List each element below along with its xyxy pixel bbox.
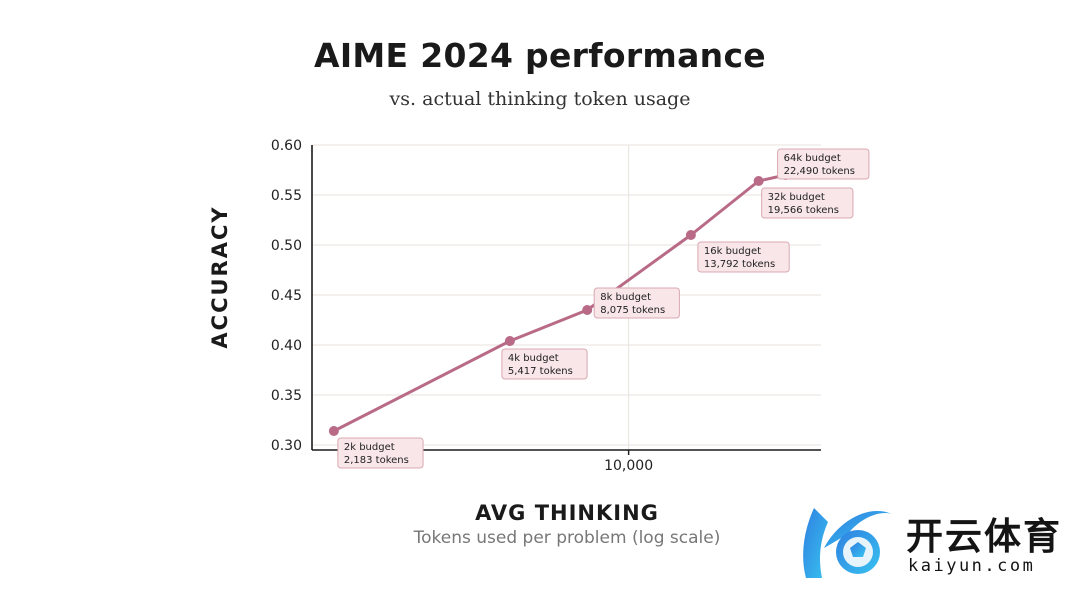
watermark-brand-en: kaiyun.com (908, 556, 1036, 576)
x-axis-title: AVG THINKING (475, 501, 659, 525)
data-label: 16k budget 13,792 tokens (697, 241, 790, 273)
data-label-line2: 19,566 tokens (768, 205, 839, 216)
tick-labels: 0.30 0.35 0.40 0.45 0.50 0.55 0.60 10,000 (271, 138, 653, 474)
data-label-line1: 16k budget (704, 246, 761, 257)
series-line-group (332, 173, 788, 433)
series-line (332, 173, 788, 433)
data-label-line2: 22,490 tokens (784, 166, 855, 177)
data-label-line1: 8k budget (600, 292, 651, 303)
data-label-line2: 2,183 tokens (344, 455, 409, 466)
y-axis-title: ACCURACY (208, 205, 232, 349)
watermark: 开云体育 kaiyun.com (794, 500, 1064, 584)
data-point (753, 176, 764, 186)
data-label-box (501, 348, 588, 380)
y-tick-label: 0.40 (271, 338, 302, 354)
data-label-line2: 8,075 tokens (600, 305, 665, 316)
data-label-line1: 64k budget (784, 153, 841, 164)
data-label-box (777, 148, 870, 180)
data-label-line1: 4k budget (508, 353, 559, 364)
x-tick-label: 10,000 (604, 458, 653, 474)
data-point (582, 305, 593, 315)
grid-lines (312, 144, 821, 450)
y-tick-label: 0.30 (271, 438, 302, 454)
data-point (504, 336, 515, 346)
data-point (328, 426, 339, 436)
data-label: 32k budget 19,566 tokens (761, 187, 854, 219)
y-tick-label: 0.45 (271, 288, 302, 304)
y-tick-label: 0.60 (271, 138, 302, 154)
chart-subtitle: vs. actual thinking token usage (389, 88, 691, 110)
data-label: 4k budget 5,417 tokens (501, 348, 588, 380)
data-label-line1: 2k budget (344, 442, 395, 453)
annotations: 2k budget 2,183 tokens 4k budget 5,417 toke… (337, 148, 870, 469)
y-tick-label: 0.35 (271, 388, 302, 404)
data-label-box (697, 241, 790, 273)
data-label: 64k budget 22,490 tokens (777, 148, 870, 180)
watermark-brand-cn: 开云体育 (906, 515, 1062, 558)
data-label-box (593, 287, 680, 319)
data-label-box (761, 187, 854, 219)
x-axis-subtitle: Tokens used per problem (log scale) (413, 528, 721, 548)
y-tick-label: 0.55 (271, 188, 302, 204)
data-label-line2: 5,417 tokens (508, 366, 573, 377)
kaiyun-logo-icon (803, 508, 892, 578)
data-point (685, 230, 696, 240)
data-label-line2: 13,792 tokens (704, 259, 775, 270)
data-label-box (337, 437, 424, 469)
y-tick-label: 0.50 (271, 238, 302, 254)
data-label-line1: 32k budget (768, 192, 825, 203)
chart-title: AIME 2024 performance (314, 36, 766, 75)
data-label: 8k budget 8,075 tokens (593, 287, 680, 319)
data-label: 2k budget 2,183 tokens (337, 437, 424, 469)
